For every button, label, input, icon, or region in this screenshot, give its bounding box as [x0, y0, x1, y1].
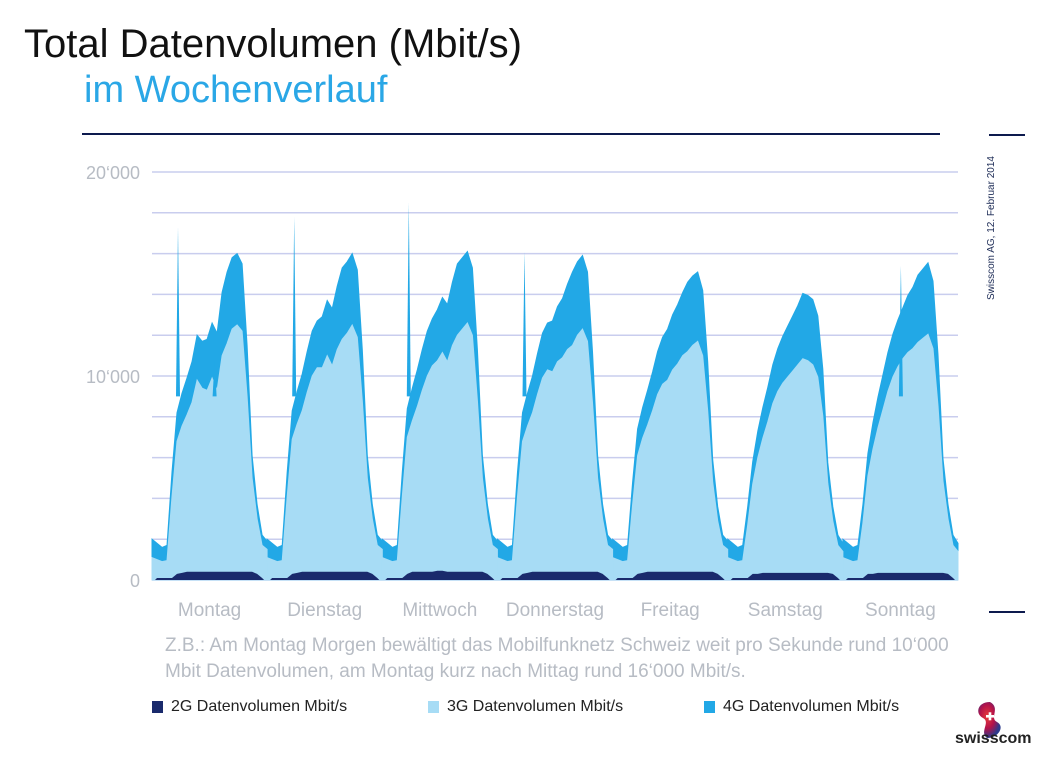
x-tick-label: Dienstag: [287, 600, 362, 620]
area-2g-sonntag: [845, 572, 955, 580]
legend-label-2g: 2G Datenvolumen Mbit/s: [171, 698, 348, 715]
page-subtitle: im Wochenverlauf: [84, 69, 388, 111]
y-tick-label: 0: [130, 571, 140, 591]
x-tick-label: Sonntag: [865, 600, 936, 620]
page-title: Total Datenvolumen (Mbit/s): [24, 22, 522, 66]
legend-swatch-4g: [704, 701, 715, 713]
y-tick-label: 20‘000: [86, 163, 140, 183]
title-divider: [82, 133, 940, 135]
spike-peak: [898, 265, 903, 397]
spike-peak: [176, 227, 180, 397]
legend-item-2g: 2G Datenvolumen Mbit/s: [152, 697, 347, 717]
spike-peak: [212, 359, 217, 397]
x-tick-label: Montag: [178, 600, 241, 620]
x-tick-label: Donnerstag: [506, 600, 604, 620]
area-2g-dienstag: [270, 571, 380, 580]
legend-label-4g: 4G Datenvolumen Mbit/s: [723, 698, 900, 715]
spike-peak: [292, 216, 297, 397]
legend-item-4g: 4G Datenvolumen Mbit/s: [704, 697, 899, 717]
area-2g-samstag: [730, 572, 840, 580]
x-tick-label: Samstag: [748, 600, 823, 620]
area-2g-mittwoch: [385, 570, 495, 580]
legend-swatch-3g: [428, 701, 439, 713]
side-marker-bottom: [989, 611, 1025, 613]
spike-peak: [406, 202, 411, 397]
x-tick-label: Mittwoch: [402, 600, 477, 620]
source-note: Swisscom AG, 12. Februar 2014: [986, 156, 997, 300]
logo-wordmark: swisscom: [955, 730, 1032, 747]
y-tick-label: 10‘000: [86, 367, 140, 387]
area-3g-sonntag: [842, 333, 959, 581]
side-marker-top: [989, 134, 1025, 136]
legend-label-3g: 3G Datenvolumen Mbit/s: [447, 698, 624, 715]
area-2g-montag: [155, 571, 265, 580]
area-3g-mittwoch: [381, 322, 498, 581]
area-3g-samstag: [727, 358, 844, 581]
stacked-area-chart: 0 10‘000 20‘000 Montag Dienstag Mittwoch Donne…: [86, 163, 959, 620]
spike-peak: [522, 251, 527, 397]
area-3g-montag: [151, 324, 268, 581]
area-3g-donnerstag: [496, 328, 614, 581]
area-3g-dienstag: [266, 323, 383, 581]
legend-swatch-2g: [152, 701, 163, 713]
x-tick-label: Freitag: [641, 600, 700, 620]
area-2g-donnerstag: [500, 571, 610, 580]
legend-item-3g: 3G Datenvolumen Mbit/s: [428, 697, 623, 717]
area-2g-freitag: [615, 571, 725, 580]
chart-caption: Z.B.: Am Montag Morgen bewältigt das Mob…: [165, 635, 949, 682]
swisscom-logo-icon: [978, 702, 1001, 738]
area-3g-freitag: [612, 340, 729, 581]
